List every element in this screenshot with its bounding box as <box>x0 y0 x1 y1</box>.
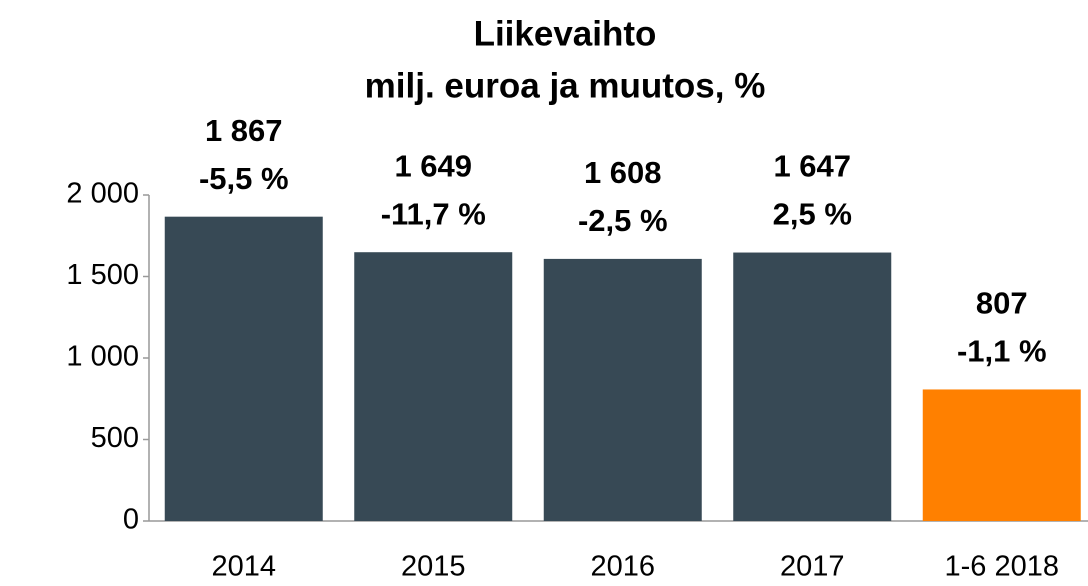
value-label: 1 608 <box>584 155 662 190</box>
bar <box>164 216 323 521</box>
value-label: 1 867 <box>205 113 283 148</box>
x-tick-label: 1-6 2018 <box>945 551 1060 583</box>
bar <box>354 252 513 521</box>
change-label: -11,7 % <box>381 196 486 231</box>
x-tick-label: 2015 <box>401 551 466 583</box>
x-tick-label: 2016 <box>590 551 655 583</box>
bar <box>543 258 702 521</box>
value-label: 1 647 <box>773 149 851 184</box>
change-label: -2,5 % <box>578 203 668 238</box>
x-tick-label: 2017 <box>780 551 845 583</box>
change-label: 2,5 % <box>773 197 852 232</box>
change-label: -1,1 % <box>957 334 1047 369</box>
x-tick-label: 2014 <box>211 551 276 583</box>
change-label: -5,5 % <box>199 161 289 196</box>
value-label: 807 <box>976 286 1028 321</box>
y-tick-label: 1 500 <box>66 259 139 291</box>
y-tick-label: 2 000 <box>66 178 139 210</box>
chart-subtitle: milj. euroa ja muutos, % <box>365 66 766 105</box>
chart-title: Liikevaihto <box>474 14 657 53</box>
y-tick-label: 1 000 <box>66 341 139 373</box>
bar <box>922 389 1081 521</box>
value-label: 1 649 <box>394 148 472 183</box>
y-tick-label: 500 <box>91 422 139 454</box>
bar <box>733 252 892 521</box>
y-tick-label: 0 <box>123 504 139 536</box>
